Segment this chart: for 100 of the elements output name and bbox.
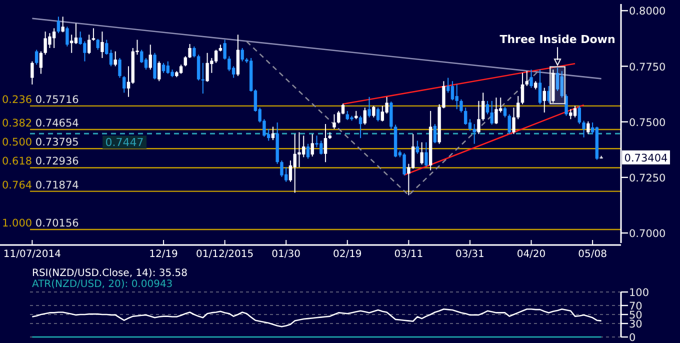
candlestick <box>114 50 117 67</box>
candlestick <box>61 16 64 33</box>
candlestick <box>122 76 126 94</box>
candlestick <box>455 84 458 110</box>
candlestick <box>420 142 424 166</box>
candlestick <box>486 100 490 115</box>
text: 0.73404 <box>624 152 668 164</box>
y-tick-label: 0.7000 <box>629 228 666 240</box>
candlestick <box>240 48 244 62</box>
candlestick <box>508 114 511 135</box>
candlestick <box>179 64 183 74</box>
candlestick <box>96 38 100 50</box>
candlestick <box>547 86 550 104</box>
candlestick <box>214 49 218 64</box>
candlestick <box>298 132 301 168</box>
candlestick <box>306 143 310 160</box>
candlestick <box>188 44 192 59</box>
candlestick <box>402 152 406 176</box>
candlestick <box>433 124 437 144</box>
candlestick <box>358 115 362 139</box>
candlestick <box>573 105 577 118</box>
candlestick <box>516 96 520 120</box>
candlestick <box>416 140 420 154</box>
candlestick <box>450 80 454 101</box>
candlestick <box>464 107 468 126</box>
x-tick-label: 12/19 <box>149 249 178 260</box>
candlestick <box>228 56 231 72</box>
candlestick <box>158 60 161 82</box>
line-series <box>32 308 602 328</box>
candlestick <box>520 72 524 105</box>
y-tick-label: 0.8000 <box>629 6 666 18</box>
candlestick <box>363 107 366 126</box>
candlestick <box>39 50 43 74</box>
candlestick <box>582 120 586 138</box>
candlestick <box>538 69 542 105</box>
text: ATR(NZD/USD, 20): 0.00943 <box>32 279 173 290</box>
candlestick <box>66 26 69 47</box>
ref-line-label: 0.382 0.74654 <box>2 118 80 130</box>
candlestick <box>30 60 34 85</box>
y-tick-label: 0.7250 <box>629 172 666 184</box>
ref-line-label: 0.236 0.75716 <box>2 94 80 106</box>
candlestick <box>223 39 226 60</box>
ref-line-label: 0.764 0.71874 <box>2 179 80 192</box>
candlestick <box>184 56 188 67</box>
candlestick <box>324 124 328 163</box>
candlestick <box>380 105 384 122</box>
candlestick <box>512 107 516 135</box>
x-tick-label: 11/07/2014 <box>3 249 62 260</box>
candlestick <box>472 124 476 144</box>
candlestick <box>542 87 546 113</box>
candlestick <box>368 96 371 118</box>
x-tick-label: 04/20 <box>516 249 546 260</box>
candlestick <box>100 31 104 59</box>
candlestick <box>503 106 507 118</box>
ref-line-label: 0.7447 <box>105 136 144 150</box>
x-tick-label: 03/31 <box>456 249 484 260</box>
ref-line-label: 1.000 0.70156 <box>2 218 80 230</box>
candlestick <box>192 46 196 58</box>
candlestick <box>118 58 122 78</box>
candlestick <box>376 107 380 122</box>
candlestick <box>482 92 485 122</box>
y-tick-label: 30 <box>629 318 642 330</box>
y-tick-label: 100 <box>629 287 650 299</box>
candlestick <box>196 54 200 81</box>
y-tick-label: 0 <box>629 332 636 343</box>
candlestick <box>70 34 74 54</box>
candlestick <box>56 16 60 34</box>
candlestick <box>148 44 152 70</box>
ref-line-label: 0.618 0.72936 <box>2 156 80 168</box>
candlestick <box>34 49 38 66</box>
candlestick <box>153 52 156 80</box>
text: RSI(NZD/USD.Close, 14): 35.58 <box>32 268 188 279</box>
candlestick <box>74 22 78 45</box>
y-tick-label: 0.7750 <box>629 61 666 74</box>
candlestick <box>564 94 568 116</box>
candlestick <box>424 142 428 168</box>
candlestick <box>411 134 415 170</box>
candlestick <box>271 126 275 141</box>
candlestick <box>586 120 590 135</box>
candlestick <box>490 100 494 126</box>
candlestick <box>88 34 91 55</box>
ref-line-label: 0.500 0.73795 <box>2 136 79 149</box>
candlestick <box>372 105 376 118</box>
candlestick <box>578 105 582 125</box>
candlestick <box>92 28 96 42</box>
candlestick <box>310 134 314 158</box>
x-tick-label: 01/12/2015 <box>196 249 254 260</box>
annotation: Three Inside Down <box>500 33 616 46</box>
candlestick <box>525 70 528 87</box>
candlestick <box>460 98 463 113</box>
x-tick-label: 05/08 <box>578 249 607 260</box>
candlestick <box>280 160 284 178</box>
y-tick-label: 0.7500 <box>629 116 666 129</box>
candlestick <box>494 97 498 125</box>
x-tick-label: 02/19 <box>332 249 362 260</box>
candlestick <box>560 70 564 98</box>
candlestick <box>52 28 56 49</box>
x-tick-label: 03/11 <box>394 249 424 260</box>
candlestick <box>162 62 166 74</box>
candlestick <box>332 114 336 130</box>
